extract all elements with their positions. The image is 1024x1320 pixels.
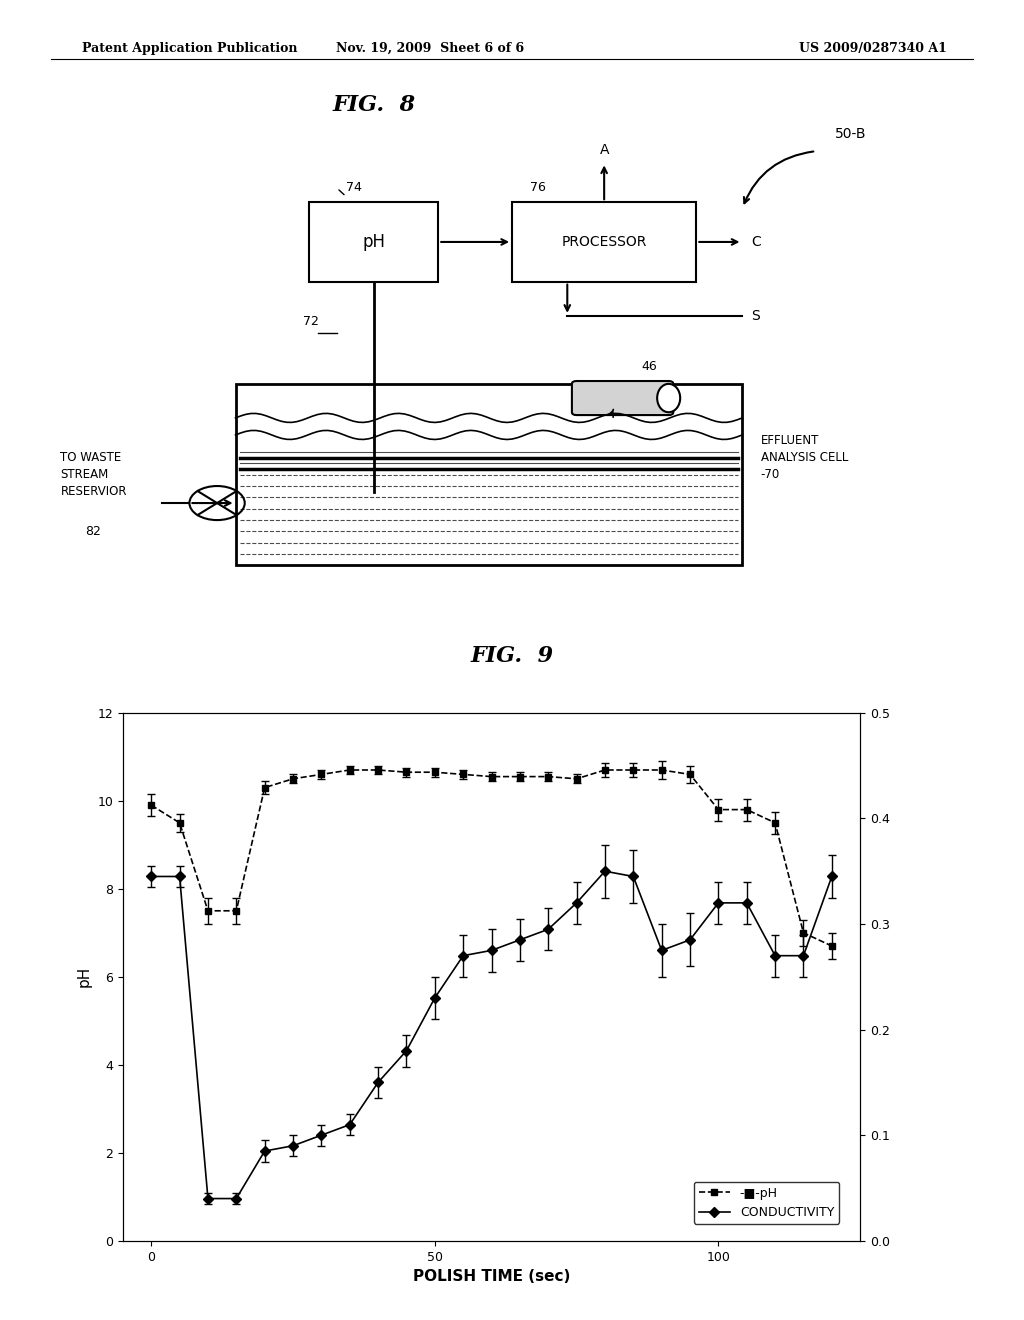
Text: EFFLUENT
ANALYSIS CELL
-70: EFFLUENT ANALYSIS CELL -70	[761, 434, 848, 482]
FancyBboxPatch shape	[512, 202, 696, 281]
Text: A: A	[599, 143, 609, 157]
Text: 76: 76	[530, 181, 547, 194]
Text: 50-B: 50-B	[835, 127, 866, 141]
Text: 82: 82	[85, 525, 100, 539]
Legend: -■-pH, CONDUCTIVITY: -■-pH, CONDUCTIVITY	[693, 1181, 839, 1224]
Text: Nov. 19, 2009  Sheet 6 of 6: Nov. 19, 2009 Sheet 6 of 6	[336, 42, 524, 55]
Text: S: S	[752, 309, 761, 323]
Text: US 2009/0287340 A1: US 2009/0287340 A1	[799, 42, 946, 55]
Bar	[236, 384, 742, 565]
Text: 74: 74	[346, 181, 362, 194]
Text: TO WASTE
STREAM
RESERVIOR: TO WASTE STREAM RESERVIOR	[60, 451, 127, 498]
X-axis label: POLISH TIME (sec): POLISH TIME (sec)	[413, 1269, 570, 1284]
Text: 46: 46	[641, 359, 656, 372]
Text: pH: pH	[362, 232, 385, 251]
Text: FIG.  8: FIG. 8	[332, 95, 416, 116]
Text: FIG.  9: FIG. 9	[470, 644, 554, 667]
Text: C: C	[752, 235, 762, 249]
Y-axis label: pH: pH	[77, 966, 92, 987]
Text: 72: 72	[302, 315, 318, 327]
FancyBboxPatch shape	[309, 202, 438, 281]
Text: PROCESSOR: PROCESSOR	[561, 235, 647, 249]
FancyBboxPatch shape	[572, 381, 674, 414]
Text: Patent Application Publication: Patent Application Publication	[82, 42, 297, 55]
Ellipse shape	[657, 384, 680, 412]
